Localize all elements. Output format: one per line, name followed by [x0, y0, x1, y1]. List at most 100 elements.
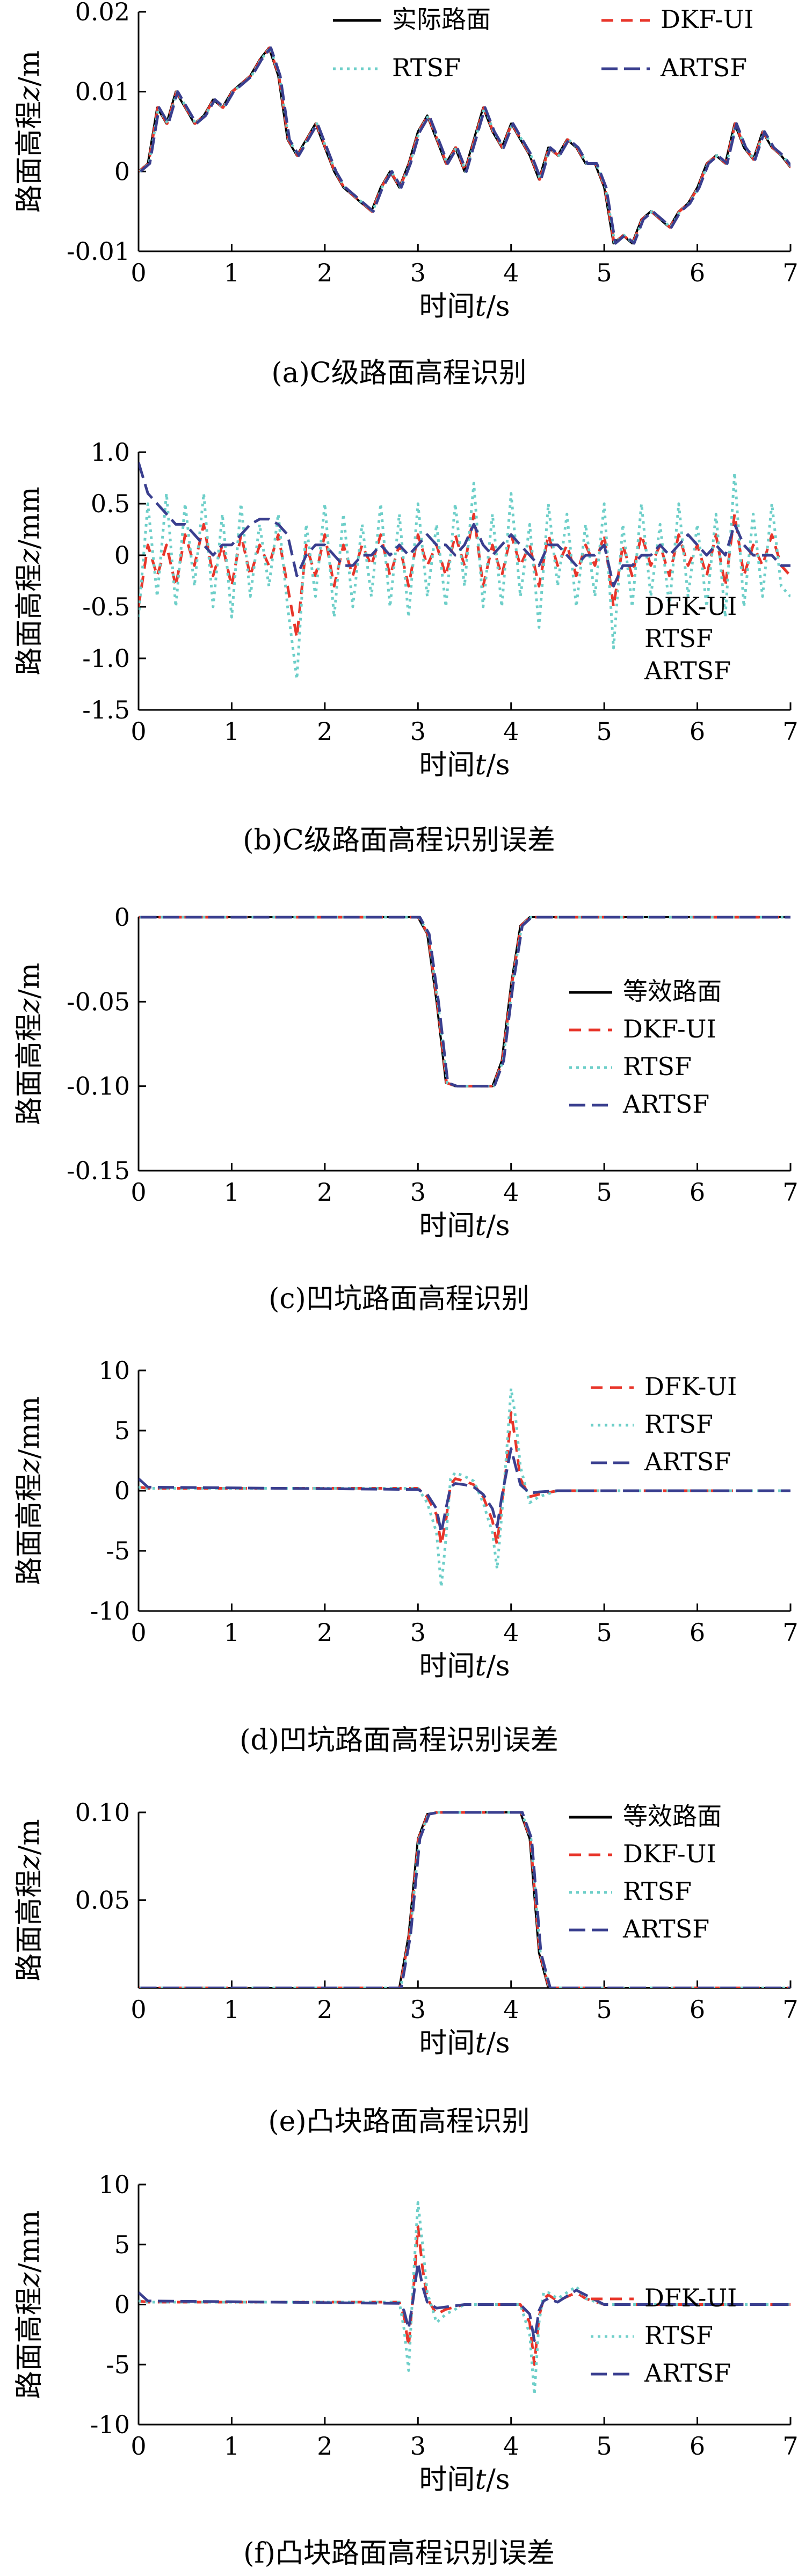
y-tick-label: -0.5: [82, 592, 130, 621]
legend-label: RTSF: [644, 2321, 713, 2350]
x-tick-label: 3: [410, 258, 426, 287]
x-tick-label: 2: [317, 1178, 332, 1207]
y-tick-label: 10: [98, 1356, 130, 1385]
x-tick-label: 0: [130, 1618, 146, 1647]
x-tick-label: 3: [410, 2432, 426, 2461]
x-tick-label: 7: [782, 1618, 798, 1647]
legend-label: 等效路面: [623, 977, 722, 1006]
x-tick-label: 0: [130, 1178, 146, 1207]
x-tick-label: 6: [690, 1178, 705, 1207]
y-tick-label: 0: [114, 2290, 130, 2319]
x-axis-label: 时间t/s: [419, 2464, 510, 2496]
y-tick-label: -0.10: [67, 1072, 130, 1101]
x-axis-label: 时间t/s: [419, 749, 510, 781]
chart-caption: (d)凹坑路面高程识别误差: [240, 1724, 558, 1757]
y-tick-label: -5: [106, 2350, 130, 2379]
series-line-2: [139, 462, 790, 588]
x-axis-label: 时间t/s: [419, 291, 510, 323]
x-tick-label: 3: [410, 1995, 426, 2024]
legend-label: DKF-UI: [623, 1839, 716, 1868]
chart-caption: (a)C级路面高程识别: [271, 357, 526, 389]
x-tick-label: 0: [130, 2432, 146, 2461]
series-line-2: [139, 1447, 790, 1534]
x-tick-label: 4: [503, 1178, 519, 1207]
x-tick-label: 2: [317, 2432, 332, 2461]
y-tick-label: -1.0: [82, 644, 130, 673]
y-axis-label: 路面高程z/m: [13, 50, 46, 213]
legend-label: RTSF: [623, 1052, 692, 1081]
legend-label: ARTSF: [660, 53, 747, 82]
x-tick-label: 6: [690, 717, 705, 746]
legend-label: RTSF: [623, 1877, 692, 1906]
legend: 等效路面 DKF-UI RTSF ARTSF: [569, 977, 722, 1119]
x-tick-label: 5: [597, 258, 612, 287]
x-tick-label: 5: [597, 2432, 612, 2461]
legend: 等效路面 DKF-UI RTSF ARTSF: [569, 1802, 722, 1943]
x-tick-label: 6: [690, 2432, 705, 2461]
x-tick-label: 0: [130, 717, 146, 746]
legend-label: ARTSF: [644, 656, 731, 685]
x-tick-label: 4: [503, 717, 519, 746]
legend-label: ARTSF: [644, 2359, 731, 2388]
y-tick-label: 0.02: [75, 0, 130, 26]
x-tick-label: 1: [224, 1995, 240, 2024]
legend-label: RTSF: [392, 53, 461, 82]
legend-label: DFK-UI: [644, 2283, 737, 2312]
y-tick-label: 0: [114, 157, 130, 186]
x-tick-label: 7: [782, 1178, 798, 1207]
x-axis-label: 时间t/s: [419, 2027, 510, 2059]
legend-label: DKF-UI: [661, 5, 754, 34]
x-tick-label: 5: [597, 717, 612, 746]
x-tick-label: 5: [597, 1995, 612, 2024]
legend-label: DFK-UI: [644, 592, 737, 621]
y-tick-label: 0: [114, 541, 130, 570]
x-tick-label: 0: [130, 1995, 146, 2024]
x-tick-label: 6: [690, 1618, 705, 1647]
x-tick-label: 7: [782, 1995, 798, 2024]
y-tick-label: 0.10: [75, 1798, 130, 1827]
x-tick-label: 2: [317, 717, 332, 746]
x-tick-label: 2: [317, 1995, 332, 2024]
legend-label: ARTSF: [622, 1090, 709, 1119]
legend-label: 等效路面: [623, 1802, 722, 1831]
x-tick-label: 5: [597, 1178, 612, 1207]
x-tick-label: 1: [224, 2432, 240, 2461]
y-tick-label: -10: [90, 1597, 130, 1626]
legend-label: ARTSF: [644, 1447, 731, 1476]
series-line-3: [140, 1811, 790, 1988]
legend-label: DKF-UI: [623, 1014, 716, 1043]
chart-caption: (c)凹坑路面高程识别: [269, 1283, 529, 1315]
y-tick-label: 0.01: [75, 77, 130, 106]
chart-d: 0 1 2 3 4 5 6 7 -10 -5 0 5 10 时间t/s 路面高程z/mm DFK-UI RTSF…: [13, 1356, 798, 1757]
legend: DFK-UI RTSF ARTSF: [591, 1372, 737, 1476]
chart-c: 0 1 2 3 4 5 6 7 -0.15 -0.10 -0.05 0 时间t/s 路面高程z/m 等效路面…: [13, 903, 798, 1315]
x-axis-label: 时间t/s: [419, 1650, 510, 1682]
y-axis-label: 路面高程z/mm: [13, 487, 46, 676]
y-tick-label: 5: [114, 2230, 130, 2259]
y-tick-label: -0.05: [67, 987, 130, 1016]
legend-label: RTSF: [644, 624, 713, 653]
x-tick-label: 7: [782, 2432, 798, 2461]
y-tick-label: 5: [114, 1416, 130, 1445]
y-axis-label: 路面高程z/mm: [13, 2210, 46, 2399]
x-tick-label: 2: [317, 1618, 332, 1647]
legend-label: RTSF: [644, 1410, 713, 1439]
chart-e: 0 1 2 3 4 5 6 7 0.05 0.10 时间t/s 路面高程z/m 等效路面 DKF-UI RT…: [13, 1798, 798, 2138]
series-line-1: [139, 2201, 790, 2396]
x-tick-label: 6: [690, 258, 705, 287]
x-tick-label: 6: [690, 1995, 705, 2024]
chart-caption: (f)凸块路面高程识别误差: [243, 2537, 555, 2570]
series-line-2: [139, 2261, 790, 2342]
y-tick-label: 10: [98, 2170, 130, 2199]
y-tick-label: -5: [106, 1536, 130, 1565]
x-tick-label: 5: [597, 1618, 612, 1647]
x-tick-label: 1: [224, 1178, 240, 1207]
x-tick-label: 1: [224, 258, 240, 287]
series-line-3: [139, 46, 790, 245]
y-tick-label: 0.05: [75, 1886, 130, 1915]
legend-label: DFK-UI: [644, 1372, 737, 1401]
y-tick-label: -0.01: [67, 237, 130, 266]
chart-caption: (b)C级路面高程识别误差: [243, 824, 555, 857]
chart-caption: (e)凸块路面高程识别: [268, 2106, 529, 2138]
